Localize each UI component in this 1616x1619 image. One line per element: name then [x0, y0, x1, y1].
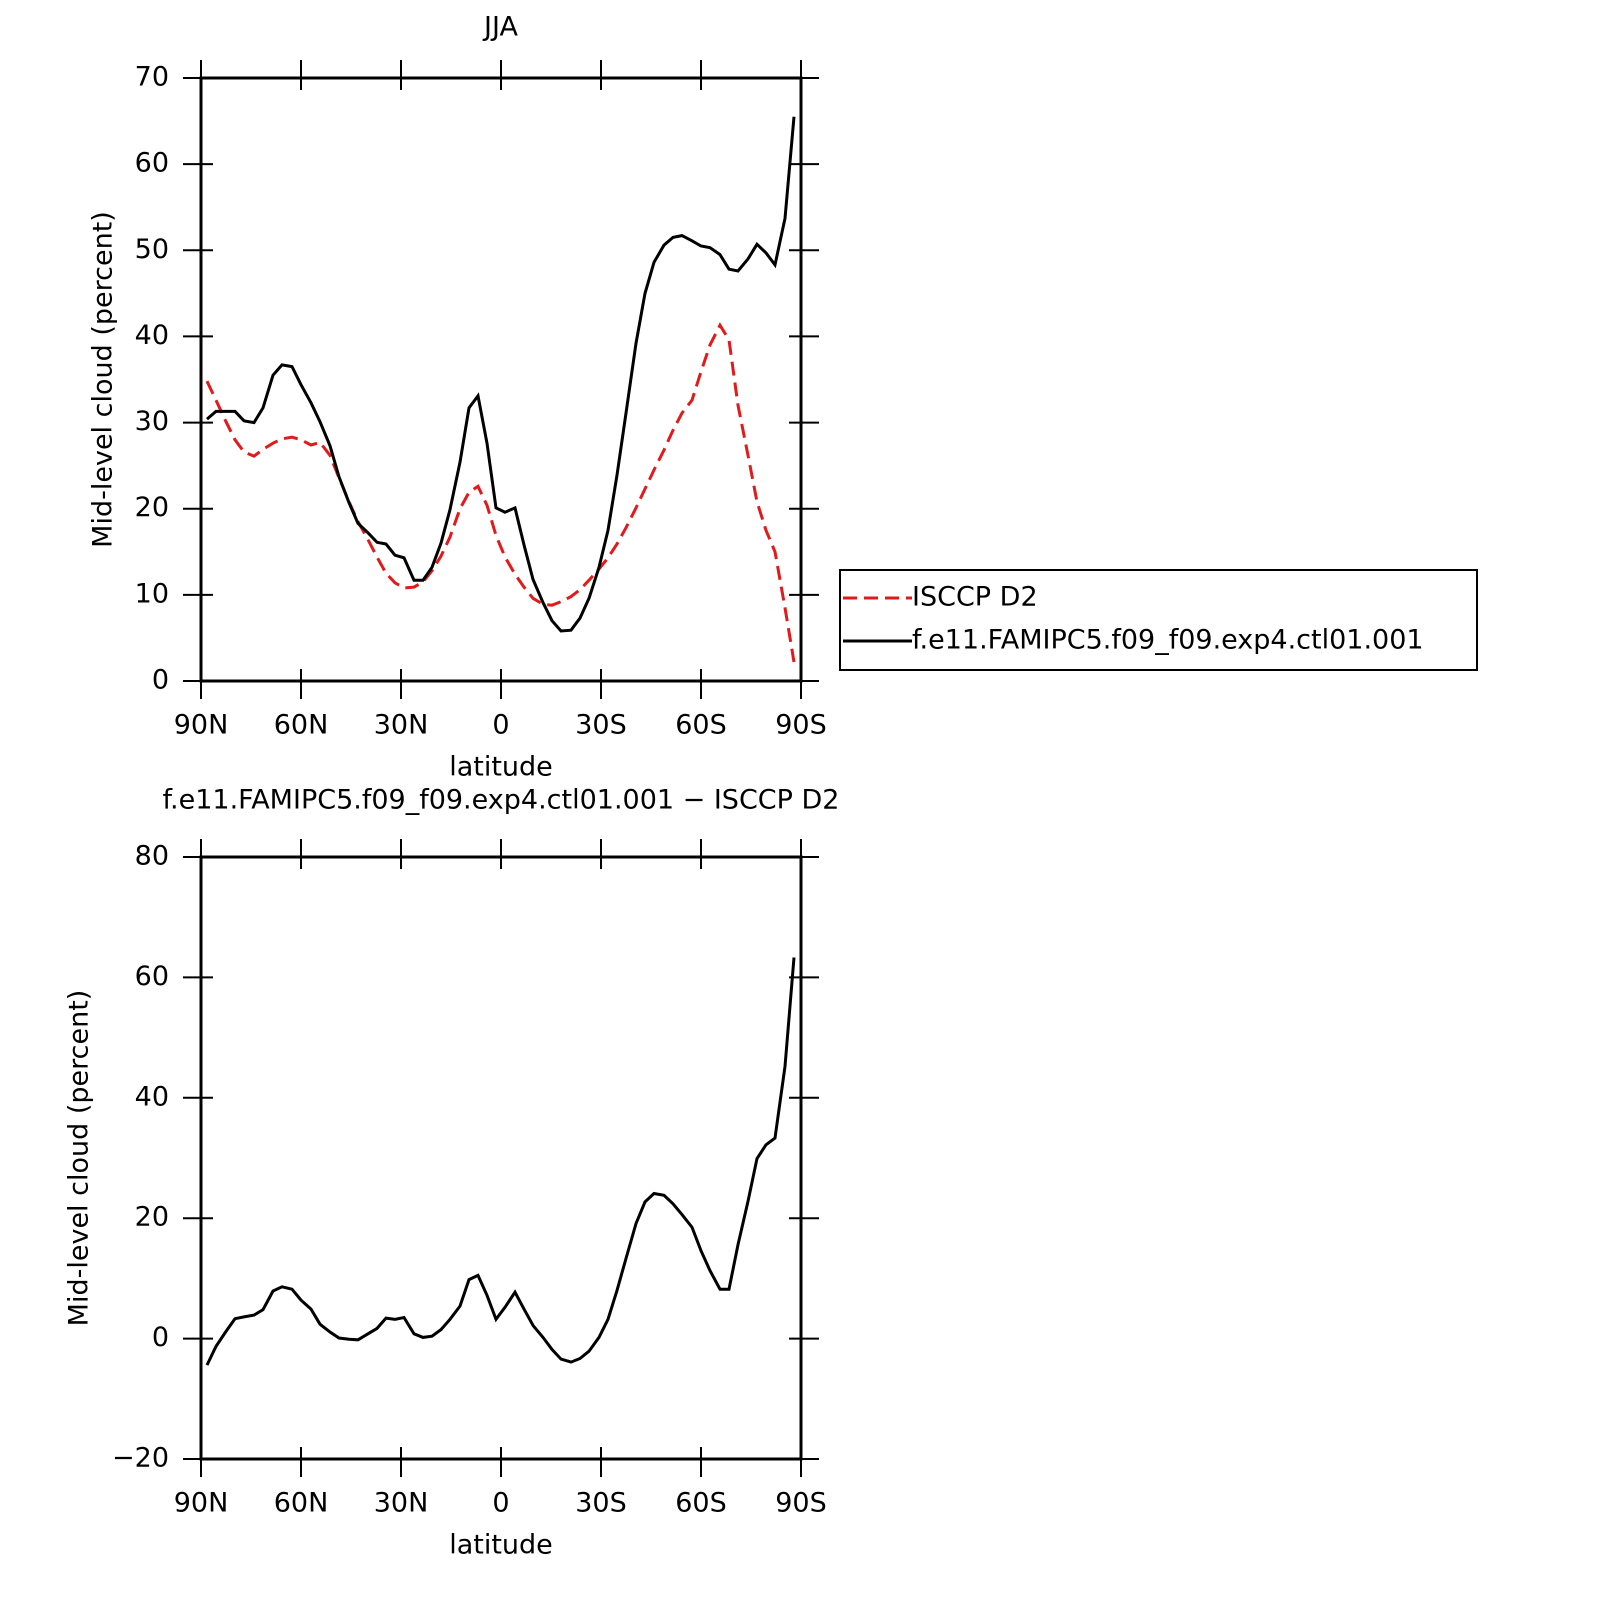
- y-tick-label: 50: [135, 234, 169, 265]
- data-line: [206, 116, 796, 633]
- x-tick-label: 60N: [274, 1488, 329, 1519]
- x-tick-label: 30N: [374, 710, 429, 741]
- x-tick-label: 90S: [775, 710, 827, 741]
- x-tick-label: 60S: [675, 710, 727, 741]
- chart-title: f.e11.FAMIPC5.f09_f09.exp4.ctl01.001 − I…: [162, 785, 839, 816]
- y-tick-label: 70: [135, 62, 169, 93]
- x-tick-label: 90S: [775, 1488, 827, 1519]
- x-tick-label: 30S: [575, 1488, 627, 1519]
- y-axis-label: Mid-level cloud (percent): [88, 211, 119, 548]
- y-tick-label: 40: [135, 320, 169, 351]
- y-tick-label: 60: [135, 961, 169, 992]
- legend-label: f.e11.FAMIPC5.f09_f09.exp4.ctl01.001: [912, 625, 1424, 656]
- x-tick-label: 90N: [174, 1488, 229, 1519]
- y-tick-label: 30: [135, 406, 169, 437]
- x-tick-label: 0: [492, 1488, 509, 1519]
- legend-label: ISCCP D2: [912, 582, 1038, 613]
- data-line: [205, 322, 796, 663]
- y-tick-label: 10: [135, 578, 169, 609]
- x-tick-label: 30S: [575, 710, 627, 741]
- y-tick-label: 20: [135, 1202, 169, 1233]
- legend-box: [839, 569, 1478, 671]
- plot-frame: [199, 76, 803, 683]
- y-tick-label: −20: [112, 1443, 169, 1474]
- x-tick-label: 60N: [274, 710, 329, 741]
- y-tick-label: 60: [135, 148, 169, 179]
- x-tick-label: 60S: [675, 1488, 727, 1519]
- x-tick-label: 30N: [374, 1488, 429, 1519]
- data-line: [205, 957, 796, 1366]
- x-axis-label: latitude: [449, 1530, 553, 1561]
- y-tick-label: 0: [152, 1322, 169, 1353]
- y-axis-label: Mid-level cloud (percent): [64, 990, 95, 1327]
- x-tick-label: 0: [492, 710, 509, 741]
- x-axis-label: latitude: [449, 752, 553, 783]
- x-tick-label: 90N: [174, 710, 229, 741]
- y-tick-label: 20: [135, 492, 169, 523]
- y-tick-label: 40: [135, 1081, 169, 1112]
- y-tick-label: 0: [152, 665, 169, 696]
- y-tick-label: 80: [135, 841, 169, 872]
- plot-frame: [199, 855, 803, 1461]
- chart-title: JJA: [482, 12, 518, 43]
